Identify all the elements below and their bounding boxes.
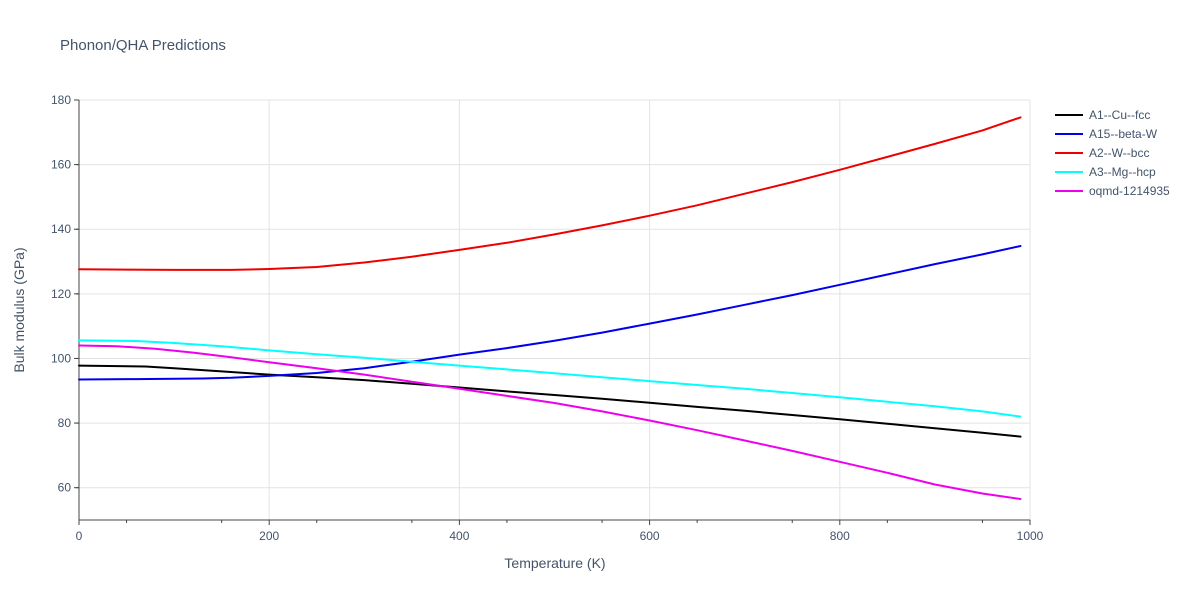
y-tick-label: 140 — [51, 222, 71, 236]
y-axis-title: Bulk modulus (GPa) — [11, 247, 27, 372]
series-line-3 — [78, 339, 1022, 418]
y-tick-label: 180 — [51, 93, 71, 107]
legend[interactable]: A1--Cu--fcc A15--beta-W A2--W--bcc A3--Mg--… — [1055, 108, 1170, 198]
axes — [78, 100, 1030, 521]
legend-item[interactable]: A15--beta-W — [1055, 127, 1158, 141]
series-line-1 — [78, 245, 1022, 381]
legend-label: A3--Mg--hcp — [1089, 165, 1156, 179]
legend-label: A15--beta-W — [1089, 127, 1158, 141]
x-tick-label: 800 — [830, 529, 850, 543]
series-line-2 — [78, 116, 1022, 271]
legend-item[interactable]: A3--Mg--hcp — [1055, 165, 1156, 179]
legend-item[interactable]: A2--W--bcc — [1055, 146, 1149, 160]
chart-title: Phonon/QHA Predictions — [60, 37, 226, 54]
x-tick-label: 1000 — [1017, 529, 1044, 543]
x-ticks: 0 200 400 600 800 1000 — [76, 520, 1044, 543]
series-line-4 — [78, 344, 1022, 500]
legend-label: oqmd-1214935 — [1089, 184, 1170, 198]
series-line-0 — [78, 364, 1022, 438]
grid — [79, 99, 1031, 520]
legend-item[interactable]: A1--Cu--fcc — [1055, 108, 1150, 122]
x-tick-label: 600 — [640, 529, 660, 543]
y-tick-label: 160 — [51, 158, 71, 172]
legend-item[interactable]: oqmd-1214935 — [1055, 184, 1170, 198]
x-tick-label: 400 — [449, 529, 469, 543]
x-tick-label: 0 — [76, 529, 83, 543]
legend-label: A2--W--bcc — [1089, 146, 1149, 160]
y-tick-label: 60 — [58, 481, 72, 495]
x-tick-label: 200 — [259, 529, 279, 543]
y-tick-label: 100 — [51, 351, 71, 365]
y-tick-label: 80 — [58, 416, 72, 430]
y-ticks: 60 80 100 120 140 160 180 — [51, 93, 79, 495]
x-axis-title: Temperature (K) — [504, 555, 605, 571]
y-tick-label: 120 — [51, 287, 71, 301]
legend-label: A1--Cu--fcc — [1089, 108, 1150, 122]
series-lines — [78, 116, 1022, 500]
